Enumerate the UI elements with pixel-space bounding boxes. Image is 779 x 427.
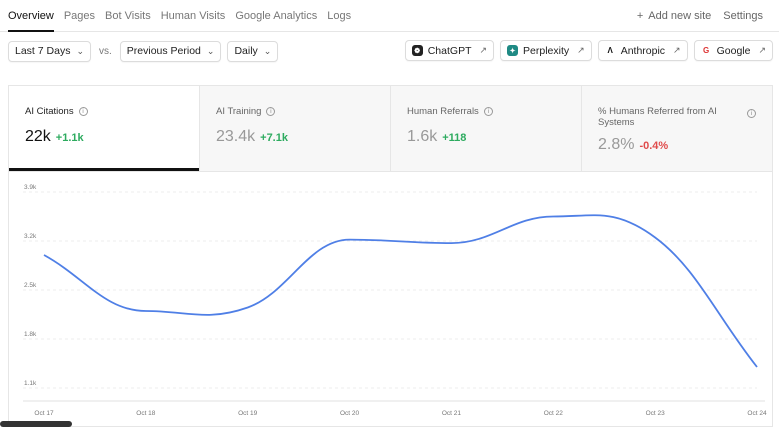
stat-card-title: AI Training i (216, 106, 374, 117)
x-tick-label: Oct 20 (340, 410, 360, 417)
series-line (43, 214, 758, 368)
y-tick-label: 3.9k (24, 184, 37, 191)
x-tick-label: Oct 21 (442, 410, 462, 417)
x-tick-label: Oct 24 (747, 410, 767, 417)
horizontal-scrollbar[interactable] (0, 421, 72, 427)
filter-controls: Last 7 Days ⌄ vs. Previous Period ⌄ Dail… (8, 40, 279, 62)
external-link-icon: ↗ (673, 45, 681, 55)
data-point (143, 308, 149, 314)
x-tick-label: Oct 18 (136, 410, 156, 417)
info-icon[interactable]: i (266, 107, 276, 116)
date-range-label: Last 7 Days (15, 45, 71, 57)
stat-card-ai-training[interactable]: AI Training i 23.4k +7.1k (199, 86, 390, 171)
stat-card-title: % Humans Referred from AI Systems (598, 106, 756, 128)
y-tick-label: 1.1k (24, 380, 37, 387)
chevron-down-icon: ⌄ (206, 45, 215, 56)
data-point (347, 237, 353, 243)
line-chart-panel: 3.9k 3.2k 2.5k 1.8k 1.1k Oct 17 Oct 18 Oct 19 Oc… (8, 171, 773, 427)
compare-period-dropdown[interactable]: Previous Period ⌄ (119, 40, 222, 62)
chatgpt-icon: ❁ (411, 45, 423, 56)
nav-actions: + Add new site Settings (637, 0, 763, 32)
stat-value: 23.4k (216, 128, 256, 145)
data-point (245, 305, 251, 311)
stat-card-title: AI Citations i (25, 106, 183, 117)
date-range-dropdown[interactable]: Last 7 Days ⌄ (8, 40, 91, 62)
stat-cards: AI Citations i 22k +1.1k AI Training i 2… (8, 85, 773, 171)
external-link-icon: ↗ (479, 45, 488, 55)
source-label: Google (716, 44, 751, 57)
stat-card-value-row: 22k +1.1k (25, 128, 183, 146)
external-link-icon: ↗ (758, 45, 766, 55)
info-icon[interactable]: i (747, 109, 756, 118)
google-icon: G (700, 45, 712, 56)
settings-link[interactable]: Settings (723, 10, 763, 22)
stat-card-title-text: AI Training (216, 106, 262, 117)
x-tick-label: Oct 23 (646, 410, 666, 417)
data-point (652, 235, 658, 241)
data-point (754, 364, 760, 370)
tab-overview[interactable]: Overview (8, 0, 54, 32)
stat-card-ai-citations[interactable]: AI Citations i 22k +1.1k (9, 86, 199, 171)
y-tick-label: 1.8k (24, 331, 37, 338)
source-label: Anthropic (620, 44, 666, 57)
stat-delta: -0.4% (639, 140, 669, 152)
y-tick-label: 2.5k (24, 282, 37, 289)
data-point (41, 252, 47, 258)
y-tick-label: 3.2k (24, 233, 37, 240)
x-tick-label: Oct 17 (34, 410, 54, 417)
tab-pages[interactable]: Pages (63, 10, 96, 22)
external-link-icon: ↗ (577, 45, 585, 55)
info-icon[interactable]: i (483, 107, 493, 116)
stat-value: 22k (25, 128, 51, 145)
top-navigation: Overview Pages Bot Visits Human Visits G… (0, 0, 779, 32)
plus-icon: + (636, 10, 644, 22)
compare-period-label: Previous Period (126, 45, 201, 57)
source-label: ChatGPT (427, 44, 472, 57)
chevron-down-icon: ⌄ (76, 45, 84, 56)
x-tick-label: Oct 19 (238, 410, 258, 417)
anthropic-icon: Λ (604, 45, 616, 56)
data-point (448, 240, 454, 246)
data-point (550, 214, 556, 220)
stat-card-value-row: 23.4k +7.1k (216, 128, 374, 146)
tab-human-visits[interactable]: Human Visits (160, 10, 226, 22)
stat-card-title-text: % Humans Referred from AI Systems (598, 106, 717, 128)
stat-card-value-row: 2.8% -0.4% (598, 136, 756, 154)
line-chart[interactable]: 3.9k 3.2k 2.5k 1.8k 1.1k Oct 17 Oct 18 Oct 19 Oc… (9, 172, 772, 426)
ai-source-buttons: ❁ ChatGPT ↗ ✦ Perplexity ↗ Λ Anthropic ↗… (404, 40, 773, 62)
stat-delta: +1.1k (55, 132, 84, 144)
stat-card-humans-referred-from-ai[interactable]: % Humans Referred from AI Systems i 2.8%… (581, 86, 772, 171)
stat-delta: +118 (442, 132, 467, 144)
add-site-link[interactable]: + Add new site (637, 10, 711, 22)
tab-logs[interactable]: Logs (327, 10, 352, 22)
tab-google-analytics[interactable]: Google Analytics (235, 10, 318, 22)
chevron-down-icon: ⌄ (263, 45, 272, 56)
x-tick-label: Oct 22 (544, 410, 564, 417)
granularity-dropdown[interactable]: Daily ⌄ (227, 40, 279, 62)
source-button-perplexity[interactable]: ✦ Perplexity ↗ (500, 40, 592, 61)
info-icon[interactable]: i (78, 107, 88, 116)
stat-card-value-row: 1.6k +118 (407, 128, 565, 146)
source-label: Perplexity (523, 44, 570, 57)
stat-value: 1.6k (407, 128, 438, 145)
add-site-label: Add new site (648, 10, 712, 22)
nav-tabs: Overview Pages Bot Visits Human Visits G… (8, 0, 351, 32)
stat-delta: +7.1k (260, 132, 288, 144)
source-button-chatgpt[interactable]: ❁ ChatGPT ↗ (404, 40, 495, 61)
vs-label: vs. (99, 45, 112, 57)
stat-card-title-text: Human Referrals (407, 106, 479, 117)
stat-value: 2.8% (598, 136, 635, 153)
stat-card-title: Human Referrals i (407, 106, 565, 117)
stat-card-title-text: AI Citations (25, 106, 74, 117)
source-button-anthropic[interactable]: Λ Anthropic ↗ (597, 40, 688, 61)
stat-card-human-referrals[interactable]: Human Referrals i 1.6k +118 (390, 86, 581, 171)
tab-bot-visits[interactable]: Bot Visits (105, 10, 151, 22)
granularity-label: Daily (234, 45, 258, 57)
source-button-google[interactable]: G Google ↗ (693, 40, 773, 61)
perplexity-icon: ✦ (507, 45, 519, 56)
